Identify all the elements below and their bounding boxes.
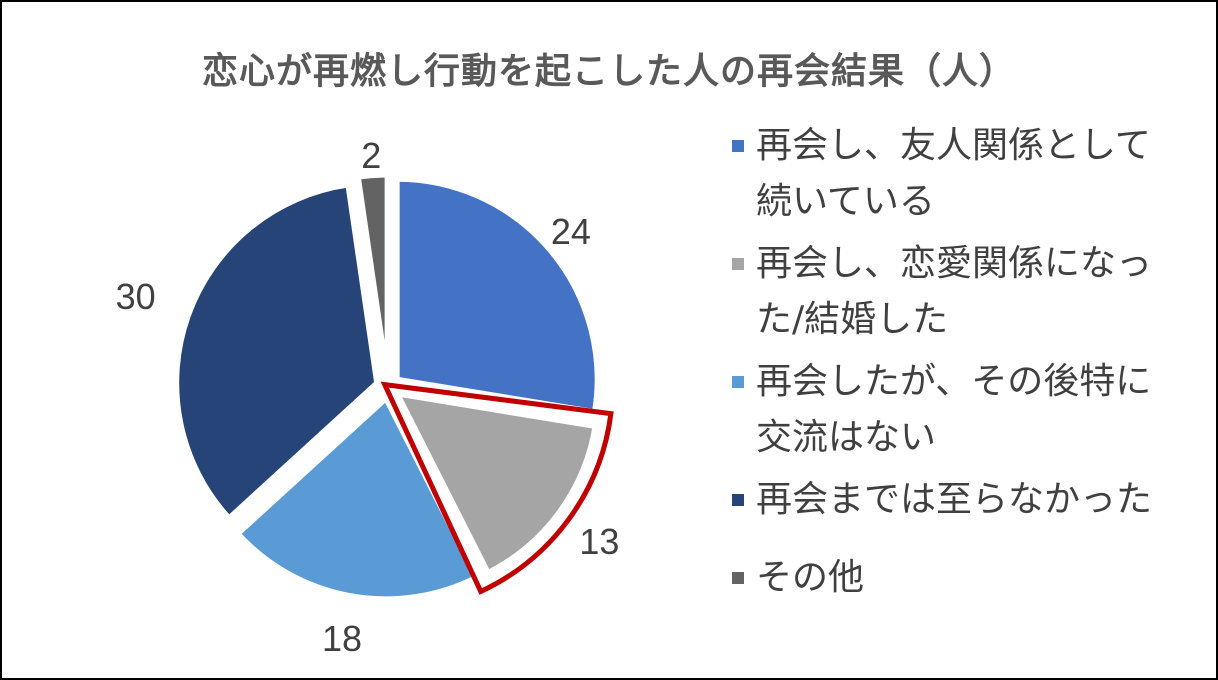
- legend-swatch: [732, 258, 744, 270]
- legend-swatch: [732, 572, 744, 584]
- chart-title: 恋心が再燃し行動を起こした人の再会結果（人）: [201, 51, 1016, 92]
- legend-label: 再会までは至らなかった: [756, 479, 1153, 520]
- data-label: 13: [579, 520, 620, 562]
- legend-item: 再会し、友人関係として続いている: [730, 118, 1200, 230]
- legend-item: その他: [730, 550, 1200, 606]
- legend-item: 再会までは至らなかった: [730, 472, 1200, 528]
- pie-slice: [395, 391, 598, 575]
- data-label: 2: [361, 134, 382, 176]
- legend-label: 再会し、恋愛関係になった/結婚した: [756, 243, 1153, 340]
- pie-slice: [174, 182, 380, 521]
- legend-label: 再会し、友人関係として続いている: [756, 125, 1151, 222]
- legend-swatch: [732, 140, 744, 152]
- data-label: 30: [115, 275, 156, 317]
- legend-swatch: [732, 376, 744, 388]
- pie-slice: [394, 176, 600, 415]
- pie-slice: [355, 172, 390, 378]
- legend-label: その他: [756, 557, 865, 598]
- legend-item: 再会したが、その後特に交流はない: [730, 354, 1200, 466]
- legend-label: 再会したが、その後特に交流はない: [756, 361, 1152, 458]
- legend-item: 再会し、恋愛関係になった/結婚した: [730, 236, 1200, 348]
- highlight-outline: [380, 381, 614, 595]
- data-label: 24: [550, 210, 591, 252]
- legend: 再会し、友人関係として続いている 再会し、恋愛関係になった/結婚した 再会したが…: [730, 118, 1200, 612]
- legend-swatch: [732, 494, 744, 506]
- data-label: 18: [321, 617, 363, 659]
- pie-slice: [235, 396, 479, 602]
